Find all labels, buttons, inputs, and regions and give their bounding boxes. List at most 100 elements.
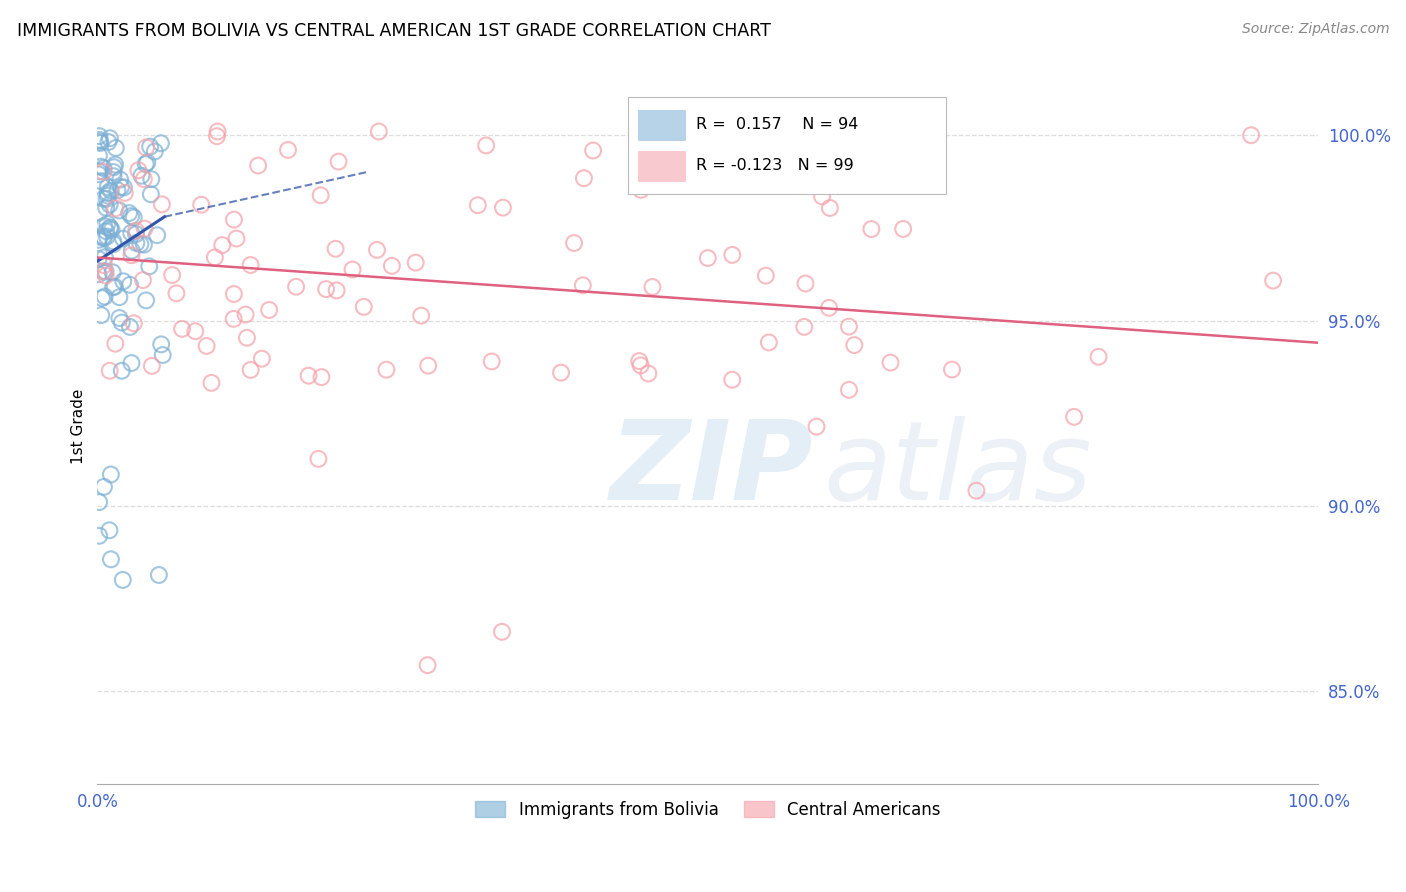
- Point: [132, 172, 155, 186]
- Point: [307, 451, 329, 466]
- Point: [367, 124, 389, 138]
- Point: [152, 348, 174, 362]
- Point: [411, 309, 433, 323]
- Point: [405, 255, 427, 269]
- Text: R = -0.123   N = 99: R = -0.123 N = 99: [696, 158, 853, 172]
- Point: [94, 250, 117, 264]
- Point: [104, 202, 127, 216]
- Point: [236, 331, 259, 345]
- Point: [112, 180, 135, 194]
- Point: [139, 187, 162, 202]
- Point: [108, 203, 131, 218]
- Point: [139, 139, 162, 153]
- Point: [89, 135, 111, 149]
- Point: [98, 197, 121, 211]
- Point: [211, 238, 233, 252]
- Point: [121, 244, 143, 258]
- Point: [630, 183, 652, 197]
- Point: [818, 301, 841, 315]
- Point: [125, 235, 148, 250]
- Point: [93, 480, 115, 494]
- Point: [127, 163, 149, 178]
- Point: [342, 262, 364, 277]
- Point: [118, 206, 141, 220]
- Point: [87, 164, 110, 178]
- Point: [475, 138, 498, 153]
- Point: [1087, 350, 1109, 364]
- Point: [108, 311, 131, 326]
- Point: [93, 264, 115, 278]
- Point: [641, 280, 664, 294]
- Point: [136, 155, 159, 169]
- Point: [131, 169, 153, 183]
- Point: [235, 308, 257, 322]
- Point: [90, 174, 112, 188]
- Point: [205, 129, 228, 144]
- Point: [118, 320, 141, 334]
- Point: [160, 268, 183, 282]
- Point: [204, 251, 226, 265]
- Point: [165, 286, 187, 301]
- Point: [87, 252, 110, 266]
- Point: [97, 186, 120, 200]
- Point: [89, 133, 111, 147]
- Point: [98, 364, 121, 378]
- Point: [114, 186, 136, 200]
- Point: [315, 282, 337, 296]
- Point: [103, 237, 125, 252]
- Point: [120, 209, 142, 223]
- Point: [111, 316, 134, 330]
- Point: [838, 383, 860, 397]
- Point: [467, 198, 489, 212]
- Point: [550, 366, 572, 380]
- Point: [200, 376, 222, 390]
- Point: [277, 143, 299, 157]
- Point: [103, 235, 125, 249]
- Point: [481, 354, 503, 368]
- Point: [135, 157, 157, 171]
- Point: [87, 149, 110, 163]
- Point: [138, 260, 160, 274]
- Point: [100, 467, 122, 482]
- Point: [89, 129, 111, 144]
- Point: [247, 159, 270, 173]
- Point: [120, 356, 142, 370]
- Point: [416, 658, 439, 673]
- Point: [118, 277, 141, 292]
- Point: [207, 124, 229, 138]
- Point: [98, 221, 121, 235]
- Point: [328, 154, 350, 169]
- Point: [135, 293, 157, 308]
- Point: [93, 161, 115, 175]
- Point: [375, 362, 398, 376]
- Point: [135, 140, 157, 154]
- Point: [311, 370, 333, 384]
- Point: [91, 264, 114, 278]
- Point: [818, 201, 841, 215]
- Point: [108, 290, 131, 304]
- Text: Source: ZipAtlas.com: Source: ZipAtlas.com: [1241, 22, 1389, 37]
- Point: [98, 131, 121, 145]
- Point: [89, 136, 111, 150]
- Point: [630, 359, 652, 373]
- Point: [93, 219, 115, 233]
- Point: [562, 235, 585, 250]
- Point: [721, 248, 744, 262]
- Point: [239, 363, 262, 377]
- Point: [93, 229, 115, 244]
- Point: [122, 316, 145, 330]
- Point: [87, 167, 110, 181]
- Point: [93, 165, 115, 179]
- Point: [101, 265, 124, 279]
- Point: [366, 243, 388, 257]
- Point: [96, 229, 118, 244]
- Point: [93, 231, 115, 245]
- Point: [96, 224, 118, 238]
- Point: [121, 248, 143, 262]
- Point: [811, 189, 834, 203]
- Point: [806, 419, 828, 434]
- Point: [309, 188, 332, 202]
- Point: [107, 183, 129, 197]
- Point: [89, 529, 111, 543]
- Point: [96, 201, 118, 215]
